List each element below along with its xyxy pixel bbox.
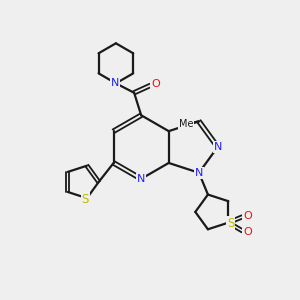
Text: S: S [227,217,234,230]
Text: O: O [243,227,252,237]
Text: N: N [137,174,146,184]
Text: Me: Me [178,119,193,129]
Text: N: N [111,78,119,88]
Text: N: N [195,168,203,178]
Text: O: O [151,79,160,89]
Text: N: N [214,142,222,152]
Text: S: S [82,193,89,206]
Text: O: O [243,211,252,221]
